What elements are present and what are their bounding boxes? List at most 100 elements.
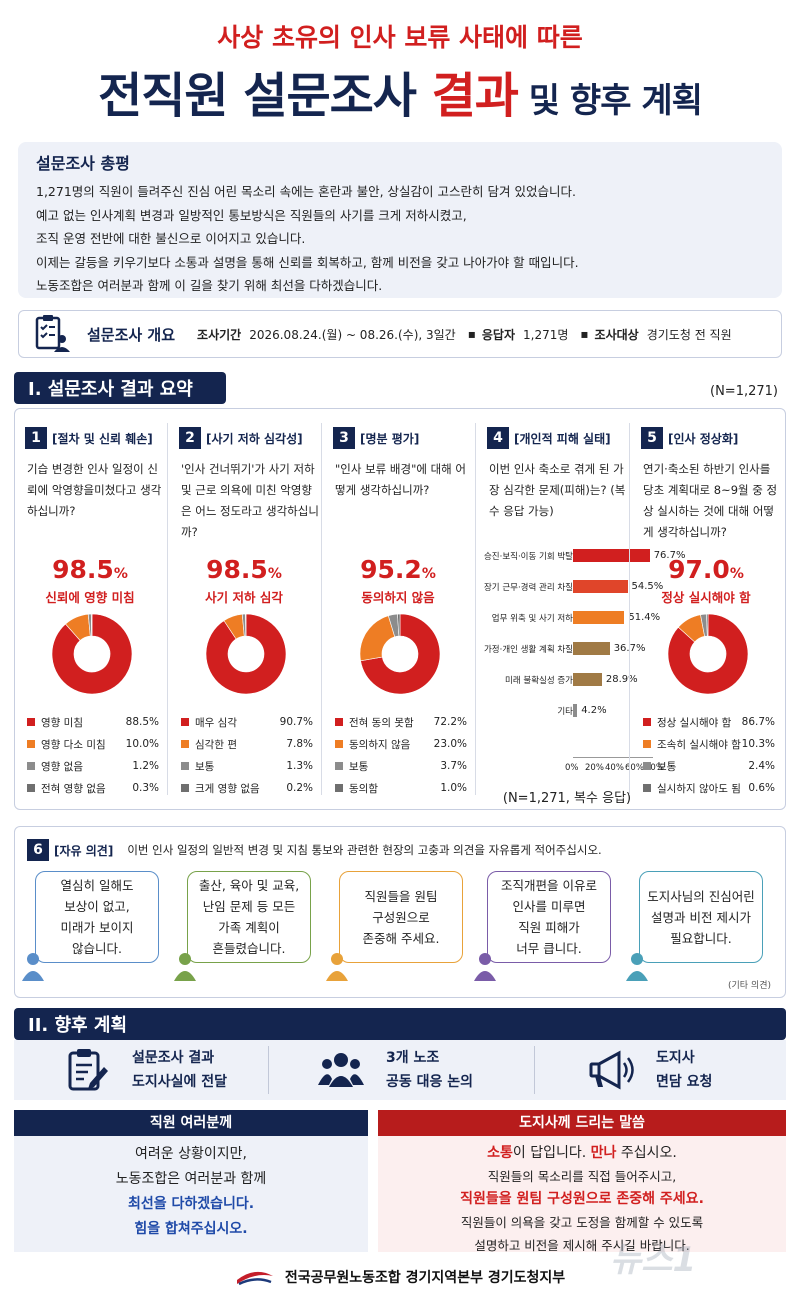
question-3: 3 [명분 평가] "인사 보류 배경"에 대해 어떻게 생각하십니까? 95.2…: [323, 409, 475, 809]
opinion-text: 조직개편을 이유로: [501, 878, 597, 893]
question-number: 2: [179, 427, 201, 449]
legend-item: 조속히 실시해야 함 10.3%: [643, 733, 775, 755]
opinion-text: 출산, 육아 및 교육,: [198, 878, 300, 893]
opinion-text: 가족 계획이: [218, 920, 280, 935]
question-label: [사기 저하 심각성]: [206, 431, 303, 446]
legend-label: 보통: [657, 760, 677, 773]
etc-note: (기타 의견): [727, 981, 771, 991]
donut-chart: [52, 614, 132, 694]
question-5: 5 [인사 정상화] 연기·축소된 하반기 인사를 당초 계획대로 8~9월 중 …: [631, 409, 783, 809]
big-label: 정상 실시해야 함: [661, 590, 751, 605]
legend-value: 3.7%: [440, 760, 467, 772]
governor-line: 직원들의 목소리를 직접 들어주시고,: [487, 1169, 677, 1184]
bar-value: 51.4%: [628, 612, 661, 623]
question-label: [명분 평가]: [360, 431, 420, 446]
summary-line: 노동조합은 여러분과 함께 이 길을 찾기 위해 최선을 다하겠습니다.: [36, 278, 383, 293]
legend-value: 72.2%: [433, 716, 467, 728]
plan-line1: 3개 노조: [386, 1050, 440, 1066]
legend-value: 1.2%: [132, 760, 159, 772]
staff-message-box: 직원 여러분께 여려운 상황이지만, 노동조합은 여러분과 함께 최선을 다하겠…: [14, 1110, 368, 1252]
legend: 전혀 동의 못함 72.2% 동의하지 않음 23.0% 보통 3.7% 동의함 1.0%: [335, 711, 467, 799]
person-icon: [174, 953, 196, 981]
bar-row: 기타 4.2%: [477, 704, 657, 718]
legend-swatch: [335, 762, 343, 770]
x-tick-label: 80%: [645, 763, 664, 773]
big-label: 동의하지 않음: [361, 590, 435, 605]
page-subtitle: 사상 초유의 인사 보류 사태에 따른: [217, 23, 583, 52]
bar-label: 업무 위축 및 사기 저하: [491, 614, 573, 624]
donut-slice: [52, 614, 132, 694]
bar-label: 승진·보직·이동 기회 박탈: [483, 552, 573, 562]
plan-line1: 도지사: [656, 1050, 695, 1066]
n-total: (N=1,271): [710, 384, 778, 399]
staff-line: 최선을 다하겠습니다.: [127, 1196, 255, 1212]
question-number: 1: [25, 427, 47, 449]
bar-value: 76.7%: [653, 550, 686, 561]
legend-value: 23.0%: [433, 738, 467, 750]
legend-swatch: [643, 740, 651, 748]
question-number: 5: [641, 427, 663, 449]
opinion-text: 않습니다.: [72, 941, 122, 956]
megaphone-icon: [589, 1050, 634, 1090]
legend-swatch: [335, 718, 343, 726]
person-icon: [626, 953, 648, 981]
target-label: 조사대상: [594, 327, 639, 342]
survey-overview: 설문조사 개요 조사기간 2026.08.24.(월) ~ 08.26.(수),…: [18, 310, 782, 358]
opinion-text: 존중해 주세요.: [362, 930, 440, 946]
bar: [573, 549, 650, 562]
legend-item: 매우 심각 90.7%: [181, 711, 313, 733]
governor-line: 직원들을 원팀 구성원으로 존중해 주세요.: [460, 1191, 704, 1207]
section1-header: I. 설문조사 결과 요약: [14, 372, 226, 404]
donut-slice: [360, 615, 396, 662]
legend-label: 동의하지 않음: [349, 738, 411, 751]
legend-item: 전혀 동의 못함 72.2%: [335, 711, 467, 733]
governor-message-box: 도지사께 드리는 말씀 소통이 답입니다. 만나 주십시오. 직원들의 목소리를…: [378, 1110, 786, 1253]
legend-swatch: [335, 740, 343, 748]
question-number: 6: [27, 839, 49, 861]
legend: 매우 심각 90.7% 심각한 편 7.8% 보통 1.3% 크게 영향 없음 0.2%: [181, 711, 313, 799]
period-label: 조사기간: [197, 327, 242, 342]
plan-line2: 공동 대응 논의: [386, 1074, 474, 1090]
x-tick-label: 20%: [585, 763, 604, 773]
donut-slice: [90, 614, 93, 637]
legend-swatch: [181, 762, 189, 770]
governor-box-title: 도지사께 드리는 말씀: [378, 1110, 786, 1136]
title-part2: 및 향후 계획: [517, 81, 703, 121]
legend-value: 88.5%: [125, 716, 159, 728]
legend-swatch: [27, 718, 35, 726]
legend-item: 동의하지 않음 23.0%: [335, 733, 467, 755]
opinion-text: 직원들을 원팀: [364, 888, 438, 904]
legend-swatch: [181, 784, 189, 792]
x-tick-label: 0%: [565, 763, 579, 773]
question-label: [인사 정상화]: [668, 431, 739, 446]
question-label: [자유 의견]: [54, 843, 114, 858]
bar-row: 미래 불확실성 증가 28.9%: [477, 673, 657, 687]
legend-value: 1.3%: [286, 760, 313, 772]
big-percent: 97.0%: [668, 555, 744, 584]
footer-org: 전국공무원노동조합 경기지역본부 경기도청지부: [284, 1270, 566, 1286]
summary-line: 예고 없는 인사계획 변경과 일방적인 통보방식은 직원들의 사기를 크게 저하…: [36, 207, 467, 223]
legend-item: 영향 다소 미침 10.0%: [27, 733, 159, 755]
title-accent: 결과: [431, 68, 519, 124]
union-logo: [236, 1271, 273, 1286]
legend-label: 영향 없음: [41, 760, 83, 773]
legend-value: 0.2%: [286, 782, 313, 794]
bar-value: 28.9%: [605, 674, 638, 685]
opinion-text: 열심히 일해도: [60, 878, 134, 893]
donut-slice: [706, 614, 709, 637]
bar-row: 업무 위축 및 사기 저하 51.4%: [477, 611, 661, 625]
person-icon: [22, 953, 44, 981]
legend: 정상 실시해야 함 86.7% 조속히 실시해야 함 10.3% 보통 2.4% 실시하지 …: [643, 711, 775, 799]
donut-slice: [206, 614, 286, 694]
opinion-text: 너무 큽니다.: [516, 941, 582, 956]
legend-label: 심각한 편: [195, 738, 237, 751]
legend-value: 10.3%: [741, 738, 775, 750]
staff-box-title: 직원 여러분께: [14, 1110, 368, 1136]
legend-label: 영향 미침: [41, 716, 83, 729]
legend-label: 매우 심각: [195, 716, 237, 729]
x-tick-label: 60%: [625, 763, 644, 773]
legend-swatch: [643, 762, 651, 770]
bar-value: 4.2%: [581, 705, 607, 716]
legend-label: 보통: [195, 760, 215, 773]
